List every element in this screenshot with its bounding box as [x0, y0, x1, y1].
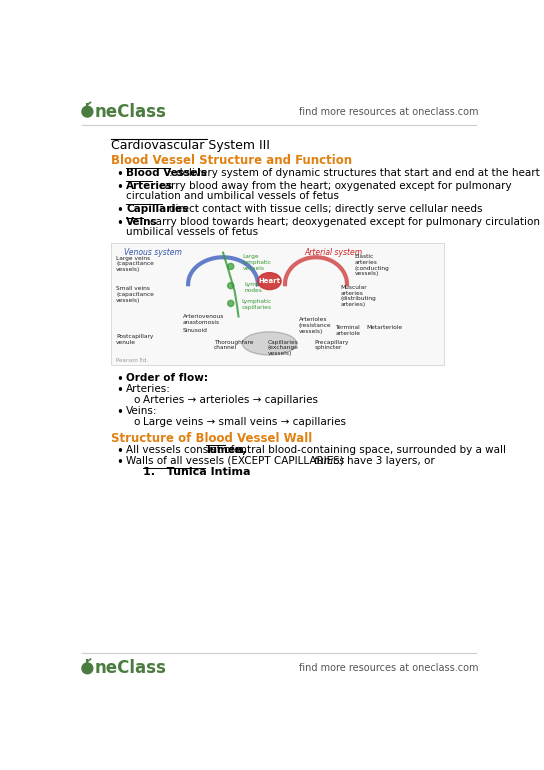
Text: Blood Vessels: Blood Vessels	[126, 168, 207, 178]
Text: All vessels consist of a: All vessels consist of a	[126, 445, 248, 455]
Text: •: •	[116, 217, 123, 230]
Text: Metarteriole: Metarteriole	[366, 325, 403, 330]
Text: Sinusoid: Sinusoid	[183, 328, 208, 333]
Text: circulation and umbilical vessels of fetus: circulation and umbilical vessels of fet…	[126, 191, 339, 201]
Text: Arteriovenous
anastomosis: Arteriovenous anastomosis	[183, 314, 224, 325]
Text: neClass: neClass	[94, 102, 166, 121]
Text: Order of flow:: Order of flow:	[126, 373, 208, 383]
Text: •: •	[116, 456, 123, 469]
Text: find more resources at oneclass.com: find more resources at oneclass.com	[299, 664, 479, 673]
Text: neClass: neClass	[94, 659, 166, 678]
Text: Pearson Ed.: Pearson Ed.	[116, 358, 149, 363]
Text: •: •	[116, 384, 123, 397]
Text: Veins: Veins	[126, 217, 158, 227]
Circle shape	[227, 263, 234, 270]
Text: Terminal
arteriole: Terminal arteriole	[335, 325, 360, 336]
Text: Arteries:: Arteries:	[126, 384, 171, 394]
Text: Structure of Blood Vessel Wall: Structure of Blood Vessel Wall	[110, 432, 312, 445]
Text: Arteries: Arteries	[126, 181, 174, 191]
Text: Veins:: Veins:	[126, 406, 158, 416]
Circle shape	[82, 663, 93, 674]
Text: Capillaries: Capillaries	[126, 204, 188, 214]
Circle shape	[227, 283, 234, 289]
Text: Cardiovascular System III: Cardiovascular System III	[110, 139, 269, 152]
Text: : delivery system of dynamic structures that start and end at the heart: : delivery system of dynamic structures …	[169, 168, 540, 178]
Text: Muscular
arteries
(distributing
arteries): Muscular arteries (distributing arteries…	[341, 285, 376, 307]
Text: Walls of all vessels (EXCEPT CAPILLARIES) have 3 layers, or: Walls of all vessels (EXCEPT CAPILLARIES…	[126, 456, 438, 466]
Text: Large veins
(capacitance
vessels): Large veins (capacitance vessels)	[116, 256, 154, 273]
Text: •: •	[116, 406, 123, 419]
Text: Blood Vessel Structure and Function: Blood Vessel Structure and Function	[110, 154, 352, 167]
Text: Arterial system: Arterial system	[305, 248, 362, 257]
Ellipse shape	[258, 273, 281, 290]
Text: •: •	[116, 373, 123, 386]
Text: central blood-containing space, surrounded by a wall: central blood-containing space, surround…	[225, 445, 506, 455]
Ellipse shape	[243, 332, 296, 355]
Circle shape	[227, 300, 234, 306]
Text: Venous system: Venous system	[124, 248, 182, 257]
Text: Lymphatic
capillaries: Lymphatic capillaries	[242, 299, 271, 310]
Text: lumen,: lumen,	[206, 445, 246, 455]
Text: Arterioles
(resistance
vessels): Arterioles (resistance vessels)	[299, 317, 332, 334]
Text: o: o	[134, 395, 140, 405]
Text: 1.   Tunica Intima: 1. Tunica Intima	[143, 467, 251, 477]
Text: : carry blood towards heart; deoxygenated except for pulmonary circulation and: : carry blood towards heart; deoxygenate…	[143, 217, 544, 227]
Text: Precapillary
sphincter: Precapillary sphincter	[314, 340, 349, 350]
Text: Elastic
arteries
(conducting
vessels): Elastic arteries (conducting vessels)	[355, 254, 390, 276]
Text: •: •	[116, 204, 123, 217]
Text: : direct contact with tissue cells; directly serve cellular needs: : direct contact with tissue cells; dire…	[162, 204, 483, 214]
Text: •: •	[116, 445, 123, 458]
Text: •: •	[116, 168, 123, 181]
Text: : carry blood away from the heart; oxygenated except for pulmonary: : carry blood away from the heart; oxyge…	[152, 181, 512, 191]
Text: Lymph
nodes: Lymph nodes	[245, 282, 264, 293]
Text: Arteries → arterioles → capillaries: Arteries → arterioles → capillaries	[143, 395, 318, 405]
Text: Heart: Heart	[258, 278, 281, 284]
FancyBboxPatch shape	[110, 243, 444, 365]
Text: find more resources at oneclass.com: find more resources at oneclass.com	[299, 107, 479, 116]
Text: umbilical vessels of fetus: umbilical vessels of fetus	[126, 227, 258, 237]
Text: Large veins → small veins → capillaries: Large veins → small veins → capillaries	[143, 417, 346, 427]
Text: o: o	[134, 417, 140, 427]
Text: Postcapillary
venule: Postcapillary venule	[116, 334, 153, 345]
Text: Thoroughfare
channel: Thoroughfare channel	[214, 340, 253, 350]
Text: Small veins
(capacitance
vessels): Small veins (capacitance vessels)	[116, 286, 154, 303]
Circle shape	[82, 106, 93, 117]
Text: •: •	[116, 181, 123, 194]
Text: tunics: tunics	[313, 456, 344, 466]
Text: Large
lymphatic
vessels: Large lymphatic vessels	[243, 254, 271, 271]
Text: Capillaries
(exchange
vessels): Capillaries (exchange vessels)	[268, 340, 299, 357]
